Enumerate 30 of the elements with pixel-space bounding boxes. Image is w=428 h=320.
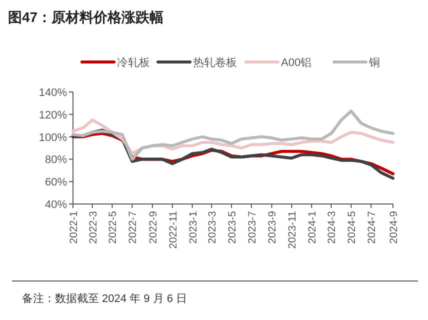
x-tick-label: 2023-11 <box>286 210 299 249</box>
legend-label: A00铝 <box>281 57 312 69</box>
y-tick-label: 60% <box>44 176 68 189</box>
y-tick-label: 140% <box>38 87 68 99</box>
legend-label: 冷轧板 <box>117 57 150 69</box>
legend-label: 铜 <box>368 57 380 69</box>
x-tick-label: 2024-7 <box>366 210 378 244</box>
x-tick-label: 2023-9 <box>266 210 279 244</box>
y-tick-label: 80% <box>44 154 68 166</box>
title: 图47：原材料价格涨跌幅 <box>8 9 164 25</box>
x-tick-label: 2022-9 <box>147 210 160 244</box>
x-tick-label: 2022-1 <box>68 210 80 244</box>
x-tick-label: 2023-5 <box>226 210 239 244</box>
x-tick-label: 2024-5 <box>346 210 358 244</box>
y-tick-label: 40% <box>44 199 68 211</box>
x-tick-label: 2024-1 <box>306 210 319 244</box>
x-tick-label: 2024-9 <box>388 210 400 244</box>
x-tick-label: 2022-11 <box>167 210 180 249</box>
y-tick-label: 100% <box>38 132 68 144</box>
x-tick-label: 2022-3 <box>87 210 100 244</box>
x-tick-label: 2022-5 <box>107 210 120 244</box>
text: 备注：数据截至 2024 年 9 月 6 日 <box>22 292 188 305</box>
x-tick-label: 2023-7 <box>246 210 258 244</box>
x-tick-label: 2023-3 <box>206 210 219 244</box>
legend-label: 热轧卷板 <box>193 57 237 69</box>
x-tick-label: 2022-7 <box>127 210 140 244</box>
y-tick-label: 120% <box>38 109 68 122</box>
x-tick-label: 2024-3 <box>326 210 338 244</box>
x-tick-label: 2023-1 <box>187 210 200 244</box>
line-series <box>72 110 394 161</box>
